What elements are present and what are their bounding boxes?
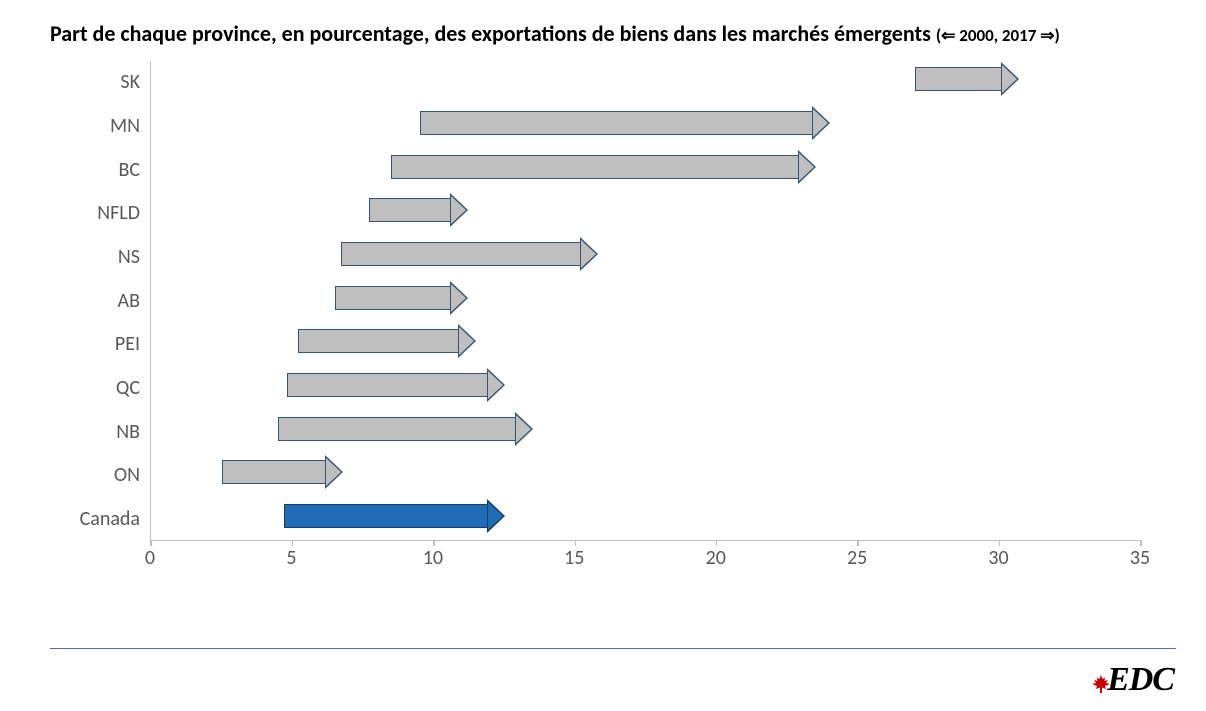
y-label-mn: MN: [60, 104, 150, 148]
x-label: 35: [1130, 546, 1150, 570]
arrow-nfld: [369, 196, 468, 224]
y-label-ab: AB: [60, 279, 150, 323]
chart-area: SKMNBCNFLDNSABPEIQCNBONCanada 0 5 10 15 20 25…: [60, 61, 1140, 581]
title-sub: (⇐ 2000, 2017 ⇒): [936, 25, 1060, 46]
y-label-bc: BC: [60, 148, 150, 192]
arrow-body: [915, 67, 1002, 91]
arrow-head-icon: [812, 106, 830, 140]
arrow-body: [298, 329, 458, 353]
arrow-head-icon: [325, 455, 343, 489]
y-label-nb: NB: [60, 410, 150, 454]
y-label-pei: PEI: [60, 322, 150, 366]
x-label: 10: [423, 546, 443, 570]
y-label-canada: Canada: [60, 497, 150, 541]
arrow-body: [335, 286, 450, 310]
y-axis-labels: SKMNBCNFLDNSABPEIQCNBONCanada: [60, 61, 150, 541]
arrow-bc: [391, 153, 815, 181]
logo-text: EDC: [1107, 661, 1174, 699]
arrow-body: [391, 155, 797, 179]
y-label-on: ON: [60, 453, 150, 497]
edc-logo: EDC: [1091, 661, 1174, 699]
x-label: 30: [988, 546, 1008, 570]
arrow-qc: [287, 371, 505, 399]
arrow-head-icon: [487, 499, 505, 533]
x-label: 5: [286, 546, 296, 570]
x-label: 25: [847, 546, 867, 570]
footer-rule: [50, 648, 1176, 650]
y-label-qc: QC: [60, 366, 150, 410]
y-label-sk: SK: [60, 61, 150, 105]
arrow-body: [222, 460, 326, 484]
arrow-body: [278, 417, 515, 441]
x-axis-labels: 05101520253035: [150, 546, 1140, 576]
arrow-on: [222, 458, 344, 486]
arrow-ab: [335, 284, 468, 312]
chart-title: Part de chaque province, en pourcentage,…: [50, 20, 1146, 49]
arrow-nb: [278, 415, 533, 443]
arrow-body: [420, 111, 812, 135]
arrow-body: [341, 242, 580, 266]
title-main: Part de chaque province, en pourcentage,…: [50, 20, 931, 47]
y-label-nfld: NFLD: [60, 192, 150, 236]
arrow-body: [369, 198, 450, 222]
arrow-body: [284, 504, 487, 528]
arrow-head-icon: [580, 237, 598, 271]
arrow-head-icon: [458, 324, 476, 358]
y-label-ns: NS: [60, 235, 150, 279]
arrow-head-icon: [1001, 62, 1019, 96]
arrow-head-icon: [450, 193, 468, 227]
arrow-pei: [298, 327, 476, 355]
x-label: 0: [145, 546, 155, 570]
plot-area: [150, 61, 1140, 541]
maple-leaf-icon: [1091, 665, 1111, 685]
arrow-sk: [915, 65, 1020, 93]
arrow-head-icon: [487, 368, 505, 402]
arrow-head-icon: [515, 412, 533, 446]
arrow-body: [287, 373, 487, 397]
arrow-head-icon: [450, 281, 468, 315]
arrow-head-icon: [798, 150, 816, 184]
x-label: 15: [564, 546, 584, 570]
arrow-mn: [420, 109, 830, 137]
arrow-ns: [341, 240, 598, 268]
arrow-canada: [284, 502, 505, 530]
x-label: 20: [706, 546, 726, 570]
